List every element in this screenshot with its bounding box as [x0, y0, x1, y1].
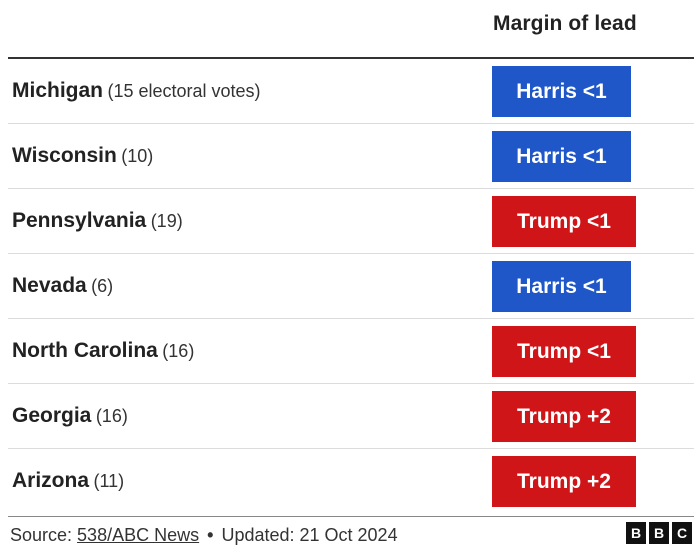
- source-prefix: Source:: [10, 525, 78, 545]
- table-body: Michigan (15 electoral votes) Harris <1 Wi…: [8, 59, 694, 513]
- footer-divider: [8, 516, 694, 517]
- state-cell: Georgia (16): [12, 384, 128, 448]
- bbc-logo: B B C: [626, 522, 692, 544]
- electoral-votes: (15 electoral votes): [107, 81, 261, 101]
- footer-separator: •: [207, 525, 214, 545]
- state-name: Wisconsin: [12, 144, 117, 167]
- margin-badge: Trump +2: [492, 456, 636, 507]
- electoral-votes: (16): [95, 406, 128, 426]
- margin-badge: Trump <1: [492, 196, 636, 247]
- state-cell: Michigan (15 electoral votes): [12, 59, 261, 123]
- state-name: North Carolina: [12, 339, 158, 362]
- table-row: Michigan (15 electoral votes) Harris <1: [8, 59, 694, 124]
- state-cell: Pennsylvania (19): [12, 189, 183, 253]
- electoral-votes: (19): [150, 211, 183, 231]
- table-row: Wisconsin (10) Harris <1: [8, 124, 694, 189]
- table-row: Nevada (6) Harris <1: [8, 254, 694, 319]
- state-cell: Arizona (11): [12, 449, 124, 513]
- state-name: Michigan: [12, 79, 104, 102]
- state-name: Georgia: [12, 404, 92, 427]
- electoral-votes: (11): [93, 471, 125, 491]
- electoral-votes: (16): [162, 341, 195, 361]
- margin-badge: Harris <1: [492, 131, 631, 182]
- electoral-votes: (6): [91, 276, 114, 296]
- state-cell: Wisconsin (10): [12, 124, 153, 188]
- table-row: Arizona (11) Trump +2: [8, 449, 694, 513]
- logo-letter: C: [672, 522, 692, 544]
- source-footer: Source: 538/ABC News • Updated: 21 Oct 2…: [10, 522, 398, 548]
- table-header: Margin of lead: [8, 0, 694, 59]
- column-header-margin: Margin of lead: [493, 12, 637, 35]
- table-row: Pennsylvania (19) Trump <1: [8, 189, 694, 254]
- source-link[interactable]: 538/ABC News: [77, 525, 200, 545]
- state-name: Nevada: [12, 274, 87, 297]
- state-name: Arizona: [12, 469, 90, 492]
- state-name: Pennsylvania: [12, 209, 147, 232]
- electoral-votes: (10): [121, 146, 154, 166]
- margin-badge: Harris <1: [492, 66, 631, 117]
- table-row: Georgia (16) Trump +2: [8, 384, 694, 449]
- margin-badge: Harris <1: [492, 261, 631, 312]
- updated-date: Updated: 21 Oct 2024: [221, 525, 398, 545]
- table-row: North Carolina (16) Trump <1: [8, 319, 694, 384]
- margin-badge: Trump <1: [492, 326, 636, 377]
- logo-letter: B: [626, 522, 646, 544]
- state-cell: Nevada (6): [12, 254, 113, 318]
- logo-letter: B: [649, 522, 669, 544]
- state-cell: North Carolina (16): [12, 319, 194, 383]
- margin-badge: Trump +2: [492, 391, 636, 442]
